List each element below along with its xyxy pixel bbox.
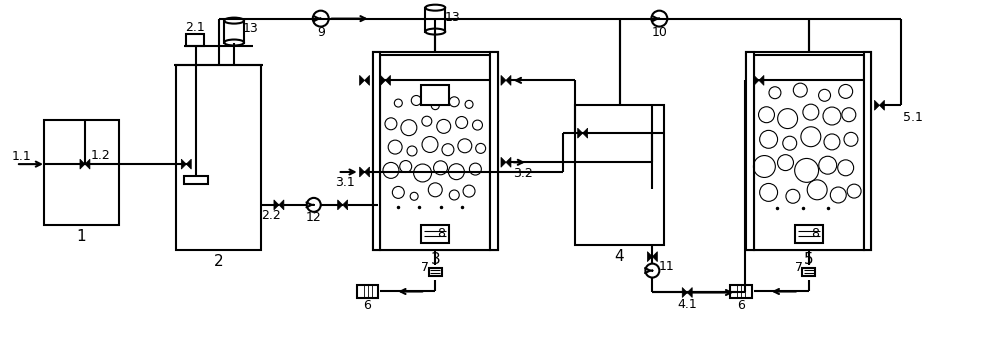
Bar (224, 21, 244, 42)
Bar (425, 8, 445, 32)
Polygon shape (279, 200, 284, 210)
Text: 1.2: 1.2 (91, 149, 111, 162)
Bar (730, 284, 752, 298)
Text: 4: 4 (615, 249, 624, 264)
Polygon shape (360, 75, 365, 85)
Polygon shape (274, 200, 279, 210)
Text: 2.1: 2.1 (185, 21, 205, 34)
Polygon shape (385, 75, 390, 85)
Bar (184, 176, 208, 184)
Polygon shape (365, 167, 370, 177)
Text: 3: 3 (430, 252, 440, 267)
Bar (795, 225, 823, 243)
Text: 5.1: 5.1 (903, 111, 923, 124)
Bar (746, 53, 754, 250)
Bar (802, 267, 815, 276)
Polygon shape (380, 75, 385, 85)
Polygon shape (338, 200, 343, 210)
Text: 1: 1 (76, 229, 86, 244)
Ellipse shape (224, 18, 244, 24)
Text: 8: 8 (811, 227, 819, 240)
Text: 5: 5 (804, 252, 814, 267)
Bar (421, 85, 449, 105)
Text: 12: 12 (306, 211, 322, 224)
Bar (575, 105, 664, 245)
Text: 1.1: 1.1 (12, 149, 32, 163)
Polygon shape (506, 157, 511, 167)
Text: 9: 9 (317, 26, 325, 39)
Bar (421, 225, 449, 243)
Bar (373, 53, 498, 250)
Bar (746, 53, 871, 250)
Text: 11: 11 (658, 260, 674, 273)
Bar (864, 53, 871, 250)
Text: 2.2: 2.2 (261, 209, 281, 222)
Ellipse shape (224, 40, 244, 45)
Text: 13: 13 (243, 22, 259, 35)
Bar (357, 284, 378, 298)
Bar (373, 53, 380, 250)
Ellipse shape (425, 28, 445, 35)
Polygon shape (754, 75, 759, 85)
Text: 6: 6 (364, 299, 371, 312)
Bar (176, 65, 261, 250)
Polygon shape (80, 159, 85, 169)
Polygon shape (186, 159, 191, 169)
Bar (44, 120, 119, 225)
Circle shape (307, 198, 321, 212)
Polygon shape (682, 287, 687, 298)
Text: 10: 10 (651, 26, 667, 39)
Polygon shape (360, 167, 365, 177)
Bar (186, 34, 204, 45)
Polygon shape (506, 75, 511, 85)
Bar (380, 56, 490, 250)
Polygon shape (343, 200, 348, 210)
Text: 6: 6 (737, 299, 745, 312)
Polygon shape (874, 100, 879, 110)
Polygon shape (652, 252, 657, 262)
Circle shape (651, 11, 667, 26)
Bar (754, 56, 864, 250)
Bar (490, 53, 498, 250)
Text: 7: 7 (795, 261, 803, 274)
Text: 8: 8 (437, 227, 445, 240)
Circle shape (645, 264, 659, 278)
Polygon shape (759, 75, 764, 85)
Circle shape (313, 11, 329, 26)
Polygon shape (583, 128, 588, 138)
Polygon shape (85, 159, 90, 169)
Text: 3.1: 3.1 (335, 176, 355, 190)
Polygon shape (578, 128, 583, 138)
Polygon shape (647, 252, 652, 262)
Text: 3.2: 3.2 (513, 167, 533, 180)
Polygon shape (501, 75, 506, 85)
Polygon shape (501, 157, 506, 167)
Polygon shape (879, 100, 884, 110)
Text: 7: 7 (421, 261, 429, 274)
Polygon shape (365, 75, 370, 85)
Ellipse shape (425, 5, 445, 11)
Polygon shape (687, 287, 692, 298)
Text: 4.1: 4.1 (677, 298, 697, 311)
Text: 13: 13 (444, 11, 460, 24)
Polygon shape (181, 159, 186, 169)
Text: 2: 2 (214, 254, 223, 269)
Bar (429, 267, 442, 276)
